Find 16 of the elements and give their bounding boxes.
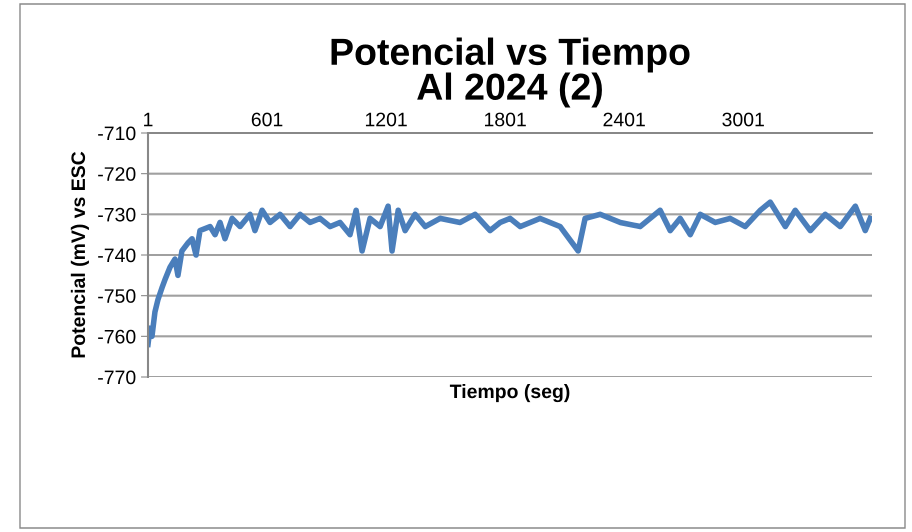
x-tick-label: 601 xyxy=(252,112,282,126)
chart-title: Potencial vs Tiempo Al 2024 (2) xyxy=(332,38,690,108)
x-tick-label: 2401 xyxy=(604,112,645,126)
y-axis-title: Potencial (mV) vs ESC xyxy=(70,152,89,358)
x-axis-title: Tiempo (seg) xyxy=(450,384,570,402)
y-tick-label: -750 xyxy=(98,289,136,303)
y-tick-label: -740 xyxy=(98,248,136,262)
x-tick-label: 1 xyxy=(144,112,152,126)
x-tick-label: 3001 xyxy=(722,112,764,126)
y-tick-label: -730 xyxy=(98,208,136,222)
x-tick-label: 1201 xyxy=(366,112,407,126)
y-tick-label: -710 xyxy=(98,126,136,140)
y-tick-label: -720 xyxy=(98,167,136,181)
x-tick-label: 1801 xyxy=(484,112,526,126)
y-tick-label: -770 xyxy=(98,370,136,384)
y-tick-label: -760 xyxy=(98,330,136,344)
